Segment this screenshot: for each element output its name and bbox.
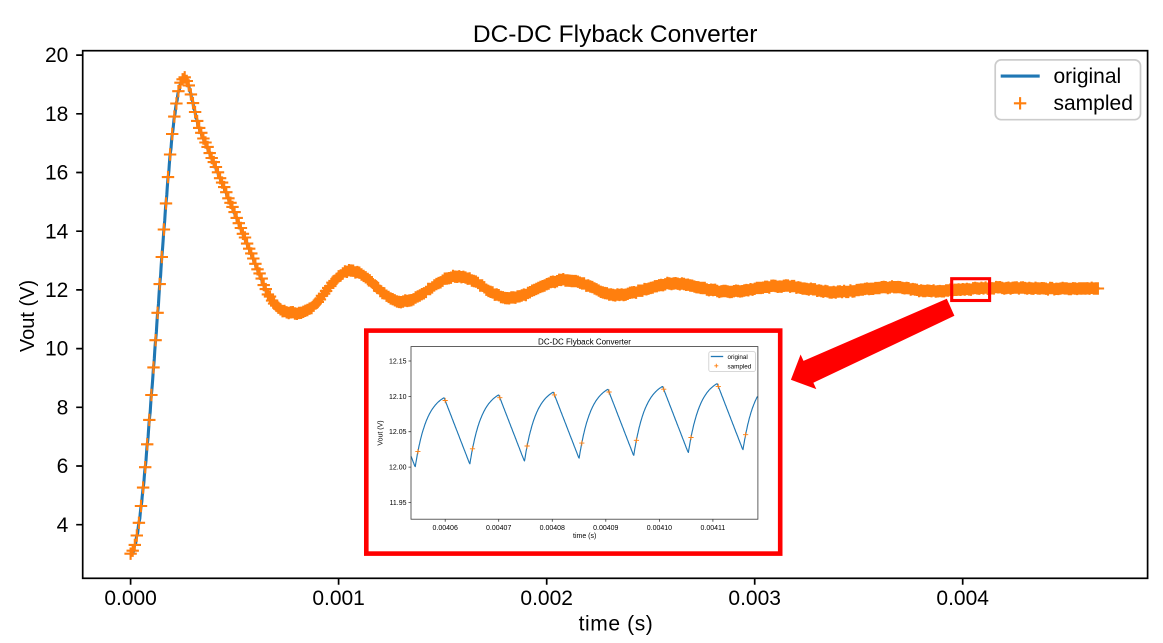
svg-text:0.000: 0.000 bbox=[104, 587, 157, 610]
svg-text:6: 6 bbox=[57, 455, 69, 478]
svg-text:0.001: 0.001 bbox=[312, 587, 365, 610]
svg-text:14: 14 bbox=[45, 220, 69, 243]
svg-text:18: 18 bbox=[45, 103, 68, 126]
svg-text:0.003: 0.003 bbox=[728, 587, 781, 610]
svg-text:12.05: 12.05 bbox=[389, 429, 407, 436]
svg-text:20: 20 bbox=[45, 44, 68, 67]
svg-text:time (s): time (s) bbox=[579, 613, 654, 636]
svg-text:0.00406: 0.00406 bbox=[433, 525, 458, 532]
svg-text:8: 8 bbox=[57, 396, 69, 419]
svg-text:0.00407: 0.00407 bbox=[486, 525, 511, 532]
svg-text:time (s): time (s) bbox=[573, 533, 596, 540]
svg-text:original: original bbox=[1054, 65, 1122, 88]
svg-text:sampled: sampled bbox=[728, 364, 752, 371]
svg-text:12: 12 bbox=[45, 279, 68, 302]
svg-text:10: 10 bbox=[45, 338, 68, 361]
svg-text:0.004: 0.004 bbox=[936, 587, 989, 610]
svg-text:DC-DC Flyback Converter: DC-DC Flyback Converter bbox=[538, 337, 631, 346]
svg-text:16: 16 bbox=[45, 162, 68, 185]
svg-text:0.002: 0.002 bbox=[520, 587, 573, 610]
svg-text:4: 4 bbox=[57, 514, 69, 537]
svg-text:original: original bbox=[728, 354, 748, 361]
svg-text:Vout (V): Vout (V) bbox=[378, 420, 385, 445]
svg-text:12.15: 12.15 bbox=[389, 358, 407, 365]
svg-text:0.00408: 0.00408 bbox=[540, 525, 565, 532]
svg-text:12.10: 12.10 bbox=[389, 394, 407, 401]
svg-text:0.00410: 0.00410 bbox=[647, 525, 672, 532]
svg-text:0.00409: 0.00409 bbox=[593, 525, 618, 532]
svg-text:DC-DC Flyback Converter: DC-DC Flyback Converter bbox=[473, 21, 758, 48]
svg-text:11.95: 11.95 bbox=[390, 500, 407, 507]
svg-text:0.00411: 0.00411 bbox=[701, 525, 726, 532]
svg-text:sampled: sampled bbox=[1054, 92, 1133, 115]
svg-text:Vout (V): Vout (V) bbox=[17, 280, 39, 352]
svg-text:12.00: 12.00 bbox=[389, 465, 407, 472]
